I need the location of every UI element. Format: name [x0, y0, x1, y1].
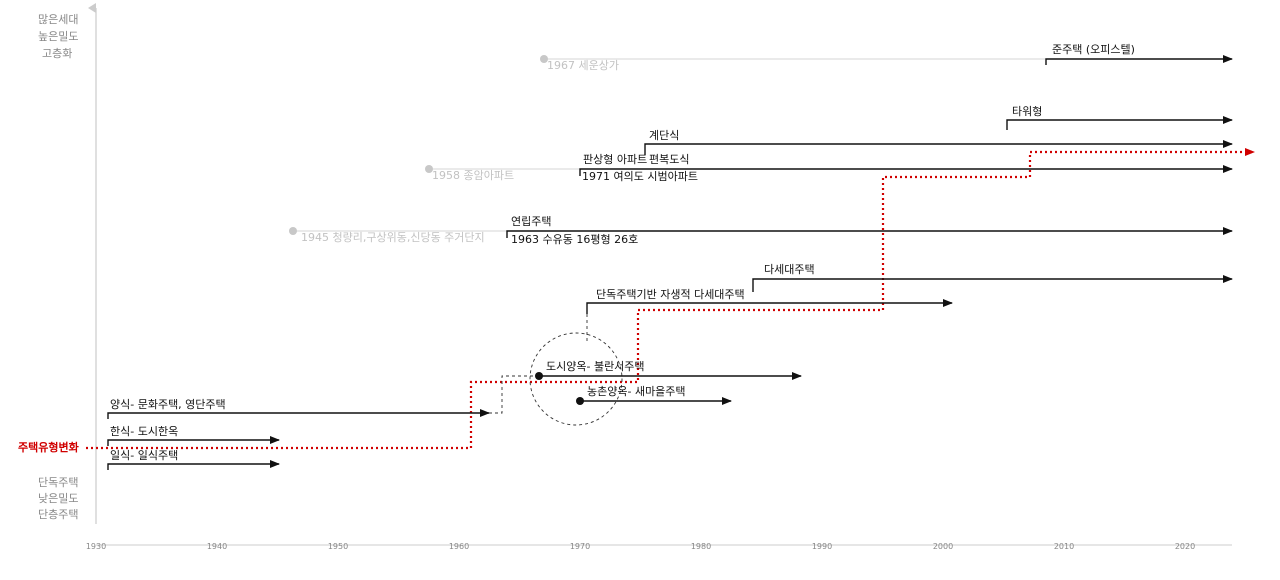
tick-label-1930: 1930	[86, 542, 106, 551]
tick-label-1940: 1940	[207, 542, 227, 551]
hansik-arrow	[107, 436, 280, 446]
highlight-label: 주택유형변화	[18, 440, 79, 454]
dosi-yangok-label: 도시양옥- 불란서주택	[546, 360, 645, 373]
y-top-label-line2: 높은밀도	[38, 30, 78, 43]
dasedae-label: 다세대주택	[764, 263, 815, 276]
y-top-label-line1: 많은세대	[38, 13, 78, 26]
dosi-yangok-dot	[535, 372, 543, 380]
sewoon-dot	[540, 55, 548, 63]
cheongnyang-label: 1945 청량리,구상위동,신당동 주거단지	[301, 231, 485, 244]
yeonrip-label: 연립주택	[511, 215, 551, 228]
danok-dasedae-arrow	[586, 299, 953, 314]
y-bottom-label-line1: 단독주택	[38, 476, 78, 489]
tick-label-1980: 1980	[691, 542, 711, 551]
y-top-label-line3: 고층화	[42, 47, 72, 60]
tick-label-1990: 1990	[812, 542, 832, 551]
tick-label-2010: 2010	[1054, 542, 1074, 551]
yeouido-label: 1971 여의도 시범아파트	[582, 170, 698, 183]
yangok-dashed-circle	[529, 332, 623, 426]
y-bottom-label-line2: 낮은밀도	[38, 492, 78, 505]
panel-arrow	[579, 165, 1233, 176]
corridor-label: 편복도식	[649, 153, 689, 166]
panel-label: 판상형 아파트	[583, 153, 647, 166]
nongchon-yangok-dot	[576, 397, 584, 405]
danok-dasedae-label: 단독주택기반 자생적 다세대주택	[596, 288, 745, 301]
yangok-connector	[489, 375, 538, 414]
suyu-label: 1963 수유동 16평형 26호	[511, 233, 638, 246]
jongam-dot	[425, 165, 433, 173]
precursor-lines	[289, 55, 1046, 235]
junjutaek-arrow	[1045, 55, 1233, 65]
yeonrip-arrow	[506, 227, 1233, 238]
tower-arrow	[1006, 116, 1233, 130]
dasedae-arrow	[752, 275, 1233, 292]
tick-label-1960: 1960	[449, 542, 469, 551]
tick-label-1950: 1950	[328, 542, 348, 551]
sewoon-label: 1967 세운상가	[547, 59, 619, 72]
stair-label: 계단식	[649, 129, 679, 142]
y-bottom-label-line3: 단층주택	[38, 508, 78, 521]
stair-arrow	[644, 140, 1233, 155]
tick-label-2000: 2000	[933, 542, 953, 551]
yangsik-arrow	[107, 409, 490, 419]
timeline-arrows	[107, 55, 1233, 470]
jongam-label: 1958 종암아파트	[432, 169, 514, 182]
tick-label-1970: 1970	[570, 542, 590, 551]
junjutaek-label: 준주택 (오피스텔)	[1052, 43, 1135, 56]
tower-label: 타워형	[1012, 105, 1042, 118]
tick-label-2020: 2020	[1175, 542, 1195, 551]
cheongnyang-dot	[289, 227, 297, 235]
yangsik-label: 양식- 문화주택, 영단주택	[110, 398, 226, 411]
ilsik-label: 일식- 일식주택	[110, 448, 178, 462]
hansik-label: 한식- 도시한옥	[110, 425, 178, 438]
nongchon-yangok-label: 농촌양옥- 새마을주택	[587, 385, 686, 398]
ilsik-arrow	[107, 460, 280, 470]
